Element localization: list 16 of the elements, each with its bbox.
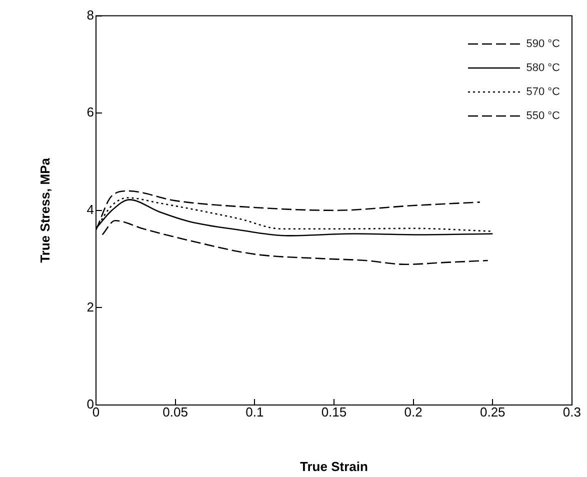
x-tick-label: 0.2 <box>404 404 422 420</box>
legend-label: 580 °C <box>526 62 560 74</box>
y-axis-title: True Stress, MPa <box>37 157 52 263</box>
y-tick-label: 4 <box>86 202 94 217</box>
y-tick-label: 8 <box>86 7 94 22</box>
x-tick-label: 0.1 <box>246 404 264 420</box>
x-tick-label: 0.25 <box>480 404 506 420</box>
x-tick-label: 0.15 <box>321 404 347 420</box>
x-tick-label: 0.05 <box>162 404 188 420</box>
legend-label: 570 °C <box>526 86 560 98</box>
x-axis-title: True Strain <box>300 458 368 474</box>
x-tick-label: 0.3 <box>562 404 582 420</box>
y-tick-label: 2 <box>86 299 94 314</box>
y-tick-label: 6 <box>86 104 94 120</box>
legend-label: 550 °C <box>526 110 560 122</box>
legend-label: 590 °C <box>526 38 560 50</box>
